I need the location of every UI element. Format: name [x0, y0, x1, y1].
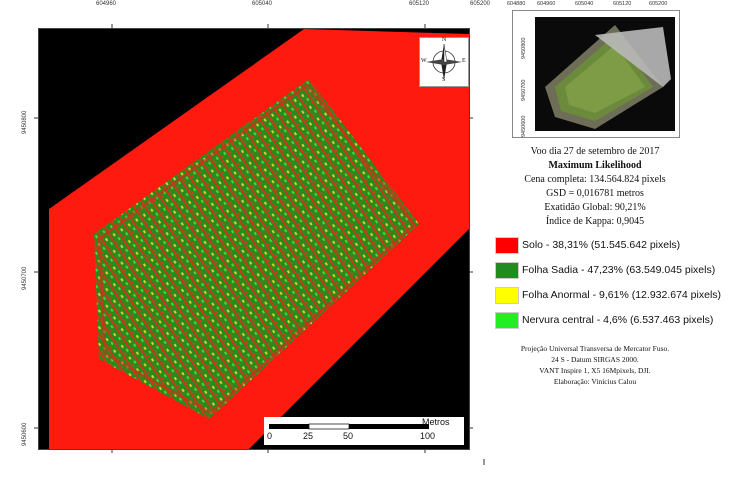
inset-orthomosaic [535, 17, 675, 131]
scale-tick-25: 25 [303, 431, 314, 441]
scale-bar-graphic [269, 423, 429, 430]
map-top-tick-4: 605200 [470, 1, 491, 7]
legend-item-folha-sadia: Folha Sadia - 47,23% (63.549.045 pixels) [495, 260, 715, 280]
inset-top-tick-2: 604960 [537, 1, 556, 7]
map-top-tick-2: 605040 [252, 1, 273, 7]
inset-field-image [545, 25, 671, 129]
legend-item-folha-anormal: Folha Anormal - 9,61% (12.932.674 pixels… [495, 285, 721, 305]
compass-s: S [442, 77, 446, 83]
inset-left-tick-1: 9450800 [521, 37, 527, 59]
inset-left-tick-2: 9450700 [521, 79, 527, 101]
legend-label-solo: Solo - 38,31% (51.545.642 pixels) [522, 239, 681, 251]
classified-map: N S W E Metros 0 25 50 100 [38, 28, 470, 450]
inset-left-tick-3: 9450600 [521, 115, 527, 137]
legend-label-folha-anormal: Folha Anormal - 9,61% (12.932.674 pixels… [522, 289, 722, 301]
legend-swatch-nervura-central [495, 311, 519, 329]
compass-icon [426, 43, 462, 80]
compass-w: W [421, 58, 427, 64]
inset-top-tick-4: 605120 [613, 1, 632, 7]
legend-item-nervura-central: Nervura central - 4,6% (6.537.463 pixels… [495, 310, 713, 330]
compass-e: E [462, 58, 466, 64]
credit-datum: 24 S - Datum SIRGAS 2000. [551, 355, 639, 364]
global-accuracy: Exatidão Global: 90,21% [544, 202, 646, 213]
map-top-tick-3: 605120 [409, 1, 430, 7]
legend-swatch-folha-anormal [495, 286, 519, 304]
classification-method: Maximum Likelihood [548, 160, 642, 171]
inset-top-tick-3: 605040 [575, 1, 594, 7]
compass-n: N [442, 37, 447, 43]
gsd-value: GSD = 0,016781 metros [546, 188, 644, 199]
credit-projection: Projeção Universal Transversa de Mercato… [520, 344, 670, 353]
inset-top-tick-5: 605200 [649, 1, 668, 7]
credit-author: Elaboração: Vinícius Calou [553, 377, 637, 386]
legend-label-folha-sadia: Folha Sadia - 47,23% (63.549.045 pixels) [522, 264, 716, 276]
kappa-index: Índice de Kappa: 0,9045 [545, 216, 645, 227]
compass-rose: N S W E [419, 37, 469, 87]
scale-tick-50: 50 [343, 431, 354, 441]
scale-unit: Metros [422, 417, 450, 427]
scale-tick-100: 100 [420, 431, 436, 441]
vegetation-area [94, 79, 419, 419]
scale-bar: Metros 0 25 50 100 [264, 417, 464, 445]
credit-sensor: VANT Inspire 1, X5 16Mpixels, DJI. [539, 366, 651, 375]
legend-item-solo: Solo - 38,31% (51.545.642 pixels) [495, 235, 680, 255]
legend-swatch-solo [495, 236, 519, 254]
inset-top-tick-1: 604880 [507, 1, 526, 7]
inset-map-frame: 604880 604960 605040 605120 605200 94508… [507, 1, 680, 138]
scale-tick-0: 0 [267, 431, 273, 441]
legend-swatch-folha-sadia [495, 261, 519, 279]
scene-pixels: Cena completa: 134.564.824 pixels [524, 174, 666, 185]
legend-label-nervura-central: Nervura central - 4,6% (6.537.463 pixels… [522, 314, 714, 326]
flight-date: Voo dia 27 de setembro de 2017 [530, 146, 660, 157]
map-top-tick-1: 604960 [96, 1, 117, 7]
classified-field-image [49, 29, 469, 449]
